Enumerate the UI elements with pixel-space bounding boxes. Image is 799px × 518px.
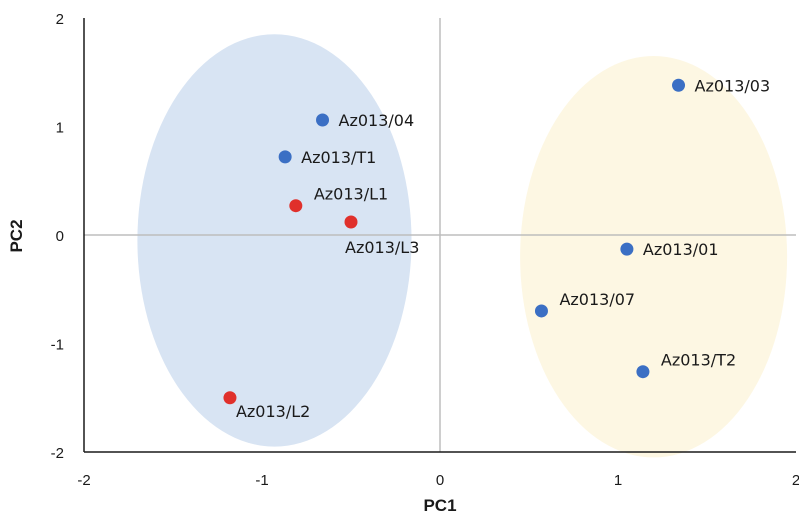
y-tick-label: -1 [51,337,64,354]
x-tick-label: -1 [255,472,268,489]
cluster-ellipse-1 [137,34,412,447]
point-label: Az013/L1 [314,185,388,204]
y-tick-label: -2 [51,445,64,462]
point-label: Az013/03 [695,76,771,95]
cluster-ellipse-2 [520,55,788,458]
cluster-ellipses [137,34,788,458]
y-axis-title: PC2 [7,219,26,252]
data-point [534,304,548,318]
data-point [620,242,634,256]
x-tick-label: 0 [436,472,444,489]
data-point [636,365,650,379]
y-tick-label: 0 [56,228,64,245]
point-label: Az013/04 [339,111,415,130]
data-points [223,78,686,405]
data-point [344,215,358,229]
data-point [672,78,686,92]
x-axis-title: PC1 [423,496,456,515]
point-label: Az013/07 [559,290,635,309]
point-label: Az013/T1 [301,148,376,167]
point-labels: Az013/03 Az013/04 Az013/T1 Az013/L1 Az013/L3… [236,76,770,420]
y-tick-label: 2 [56,11,64,28]
point-label: Az013/L3 [345,238,419,257]
x-tick-label: 1 [614,472,622,489]
data-point [278,150,292,164]
y-tick-label: 1 [56,120,64,137]
point-label: Az013/L2 [236,402,310,421]
tick-labels: -2 -1 0 1 2 -2 -1 0 1 2 [51,11,799,489]
x-tick-label: 2 [792,472,799,489]
data-point [289,199,303,213]
point-label: Az013/01 [643,240,719,259]
axes [83,18,796,453]
data-point [316,113,330,127]
data-point [223,391,237,405]
point-label: Az013/T2 [661,351,736,370]
x-tick-label: -2 [77,472,90,489]
